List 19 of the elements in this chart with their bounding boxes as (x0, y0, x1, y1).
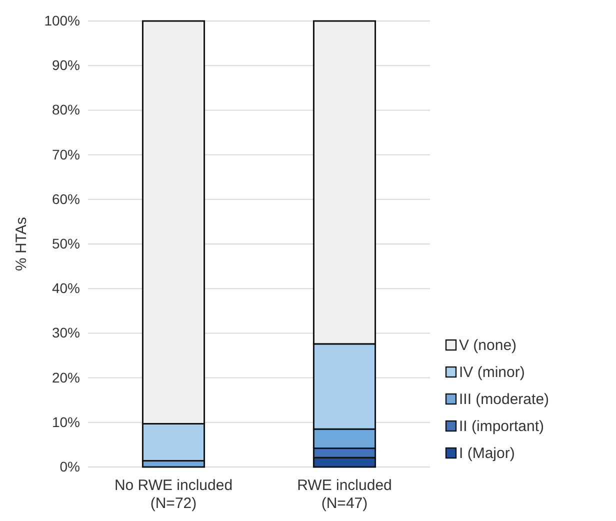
y-tick-label: 50% (52, 235, 80, 252)
y-axis-title: % HTAs (13, 217, 30, 271)
legend-label: I (Major) (459, 445, 515, 462)
y-tick-label: 20% (52, 369, 80, 386)
y-tick-label: 60% (52, 190, 80, 207)
x-tick-label: RWE included (N=47) (297, 477, 392, 512)
y-tick-label: 30% (52, 324, 80, 341)
y-tick-label: 70% (52, 146, 80, 162)
legend-label: III (moderate) (459, 391, 550, 408)
y-tick-label: 90% (52, 57, 80, 74)
y-tick-label: 0% (60, 458, 80, 474)
y-tick-label: 100% (44, 12, 80, 28)
legend-label: II (important) (459, 418, 544, 435)
y-tick-label: 80% (52, 102, 80, 118)
y-tick-label: 10% (52, 414, 80, 430)
y-tick-label: 40% (52, 280, 80, 296)
legend-label: IV (minor) (459, 364, 525, 381)
legend-label: V (none) (459, 337, 517, 354)
x-tick-label: No RWE included (N=72) (114, 477, 233, 512)
